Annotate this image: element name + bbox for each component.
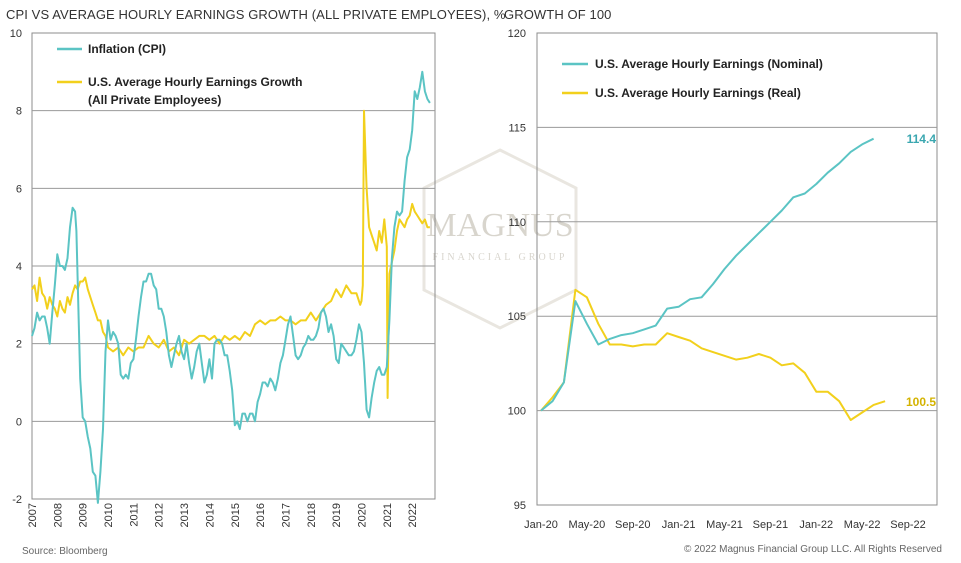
series-line-earnings-growth bbox=[31, 109, 430, 399]
left-x-tick-label: 2010 bbox=[103, 503, 115, 527]
left-x-tick-label: 2017 bbox=[280, 503, 292, 527]
right-x-tick-label: Jan-21 bbox=[662, 519, 696, 531]
legend-label-earnings-growth-line2: (All Private Employees) bbox=[88, 93, 221, 107]
left-y-tick-label: 2 bbox=[16, 339, 22, 351]
left-y-tick-labels: -2 0 2 4 6 8 10 bbox=[10, 28, 22, 506]
right-x-tick-label: Sep-22 bbox=[890, 519, 925, 531]
right-gridlines bbox=[537, 126, 937, 412]
legend-label-real: U.S. Average Hourly Earnings (Real) bbox=[595, 86, 801, 100]
left-x-tick-label: 2016 bbox=[255, 503, 267, 527]
copyright-note: © 2022 Magnus Financial Group LLC. All R… bbox=[683, 544, 942, 555]
left-y-tick-label: -2 bbox=[12, 494, 22, 506]
series-line-real bbox=[540, 288, 886, 421]
right-x-tick-label: Jan-20 bbox=[524, 519, 558, 531]
right-y-tick-label: 120 bbox=[508, 28, 526, 40]
right-x-tick-label: May-21 bbox=[706, 519, 743, 531]
left-y-tick-label: 8 bbox=[16, 106, 22, 118]
right-y-tick-labels: 95 100 105 110 115 120 bbox=[508, 28, 526, 512]
left-x-tick-label: 2011 bbox=[128, 503, 140, 527]
left-x-tick-label: 2021 bbox=[382, 503, 394, 527]
left-y-tick-label: 4 bbox=[16, 261, 22, 273]
end-label-real: 100.5 bbox=[906, 395, 936, 409]
left-legend: Inflation (CPI) U.S. Average Hourly Earn… bbox=[57, 42, 303, 107]
right-plot-frame bbox=[536, 32, 938, 506]
right-y-tick-label: 95 bbox=[514, 500, 526, 512]
watermark-name: MAGNUS bbox=[426, 207, 573, 244]
left-x-tick-label: 2013 bbox=[179, 503, 191, 527]
left-gridlines bbox=[32, 110, 435, 422]
right-y-tick-label: 100 bbox=[508, 406, 526, 418]
left-x-tick-label: 2020 bbox=[356, 503, 368, 527]
left-x-tick-label: 2008 bbox=[52, 503, 64, 527]
series-line-inflation bbox=[31, 70, 431, 504]
left-x-tick-label: 2022 bbox=[407, 503, 419, 527]
left-x-tick-label: 2012 bbox=[154, 503, 166, 527]
left-y-tick-label: 6 bbox=[16, 183, 22, 195]
right-x-tick-label: May-20 bbox=[569, 519, 606, 531]
left-x-tick-label: 2007 bbox=[27, 503, 39, 527]
right-x-tick-label: Sep-20 bbox=[615, 519, 650, 531]
right-y-tick-label: 115 bbox=[508, 122, 526, 134]
left-x-tick-label: 2014 bbox=[204, 503, 216, 527]
right-y-tick-label: 105 bbox=[508, 311, 526, 323]
right-x-tick-label: May-22 bbox=[844, 519, 881, 531]
left-x-tick-label: 2019 bbox=[331, 503, 343, 527]
left-x-tick-label: 2015 bbox=[230, 503, 242, 527]
right-x-tick-label: Sep-21 bbox=[753, 519, 788, 531]
series-line-nominal bbox=[540, 137, 875, 412]
legend-label-inflation: Inflation (CPI) bbox=[88, 42, 166, 56]
right-x-tick-labels: Jan-20 May-20 Sep-20 Jan-21 May-21 Sep-21 Jan-… bbox=[524, 519, 926, 531]
end-label-nominal: 114.4 bbox=[907, 132, 937, 146]
legend-label-earnings-growth: U.S. Average Hourly Earnings Growth bbox=[88, 75, 303, 89]
left-x-tick-label: 2009 bbox=[78, 503, 90, 527]
legend-label-nominal: U.S. Average Hourly Earnings (Nominal) bbox=[595, 57, 823, 71]
source-note: Source: Bloomberg bbox=[22, 546, 108, 557]
right-series-lines bbox=[540, 137, 886, 421]
left-x-tick-labels: 2007 2008 2009 2010 2011 2012 2013 2014 2015 2016… bbox=[27, 503, 419, 527]
left-x-tick-label: 2018 bbox=[306, 503, 318, 527]
left-series-lines bbox=[31, 70, 431, 504]
left-chart-title: CPI VS AVERAGE HOURLY EARNINGS GROWTH (A… bbox=[6, 7, 506, 22]
right-legend: U.S. Average Hourly Earnings (Nominal) U… bbox=[562, 57, 823, 100]
watermark-subtitle: FINANCIAL GROUP bbox=[433, 252, 568, 263]
left-y-tick-label: 0 bbox=[16, 416, 22, 428]
watermark-logo: MAGNUS FINANCIAL GROUP bbox=[422, 148, 578, 330]
right-chart-title: GROWTH OF 100 bbox=[504, 7, 612, 22]
left-y-tick-label: 10 bbox=[10, 28, 22, 40]
right-x-tick-label: Jan-22 bbox=[799, 519, 833, 531]
right-y-tick-label: 110 bbox=[508, 217, 526, 229]
